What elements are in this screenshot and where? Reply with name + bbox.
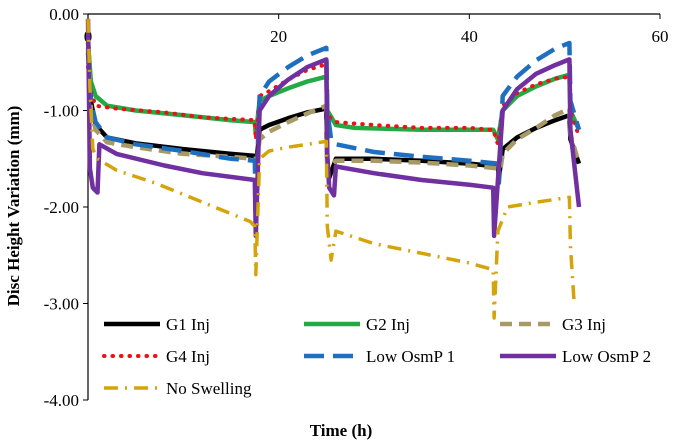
- y-axis-title: Disc Height Variation (mm): [4, 106, 23, 307]
- y-tick-label: -1.00: [44, 102, 79, 121]
- legend-label: Low OsmP 2: [562, 347, 651, 366]
- legend-label: G1 Inj: [166, 315, 210, 334]
- legend-label: Low OsmP 1: [366, 347, 455, 366]
- y-tick-label: 0.00: [49, 5, 79, 24]
- legend-label: G4 Inj: [166, 347, 210, 366]
- legend-label: No Swelling: [166, 379, 252, 398]
- x-tick-label: 20: [270, 27, 287, 46]
- series-line-g3-inj: [85, 47, 582, 183]
- y-tick-label: -3.00: [44, 295, 79, 314]
- x-axis-title: Time (h): [310, 421, 373, 440]
- series-line-low-osmp-2: [85, 18, 582, 239]
- x-tick-label: 60: [652, 27, 669, 46]
- legend-label: G3 Inj: [562, 315, 606, 334]
- series-line-g4-inj: [86, 62, 581, 147]
- chart-legend: G1 Inj G2 Inj G3 Inj G4 Inj Low OsmP 1 Low Os…: [102, 315, 651, 398]
- series-line-no-swelling: [86, 18, 576, 320]
- chart-series: [85, 18, 582, 320]
- x-tick-label: 40: [461, 27, 478, 46]
- legend-label: G2 Inj: [366, 315, 410, 334]
- series-line-low-osmp-1: [85, 40, 582, 210]
- chart-axes: 0 20 40 600.00-1.00-2.00-3.00-4.00: [44, 5, 669, 410]
- y-tick-label: -4.00: [44, 391, 79, 410]
- y-tick-label: -2.00: [44, 198, 79, 217]
